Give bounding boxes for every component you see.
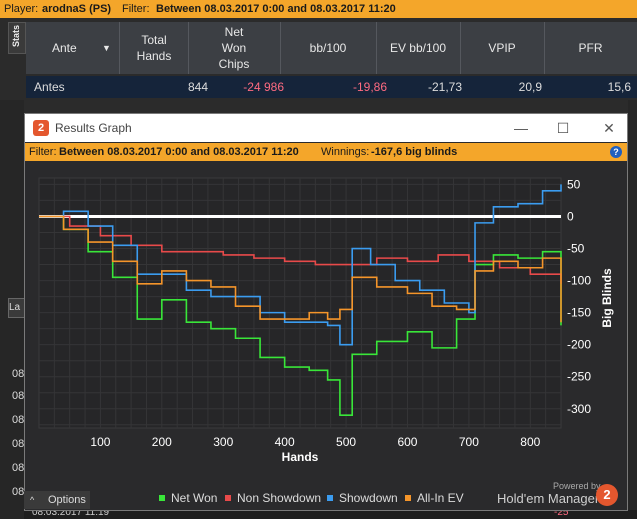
row-vpip: 20,9: [518, 80, 542, 94]
filter-label: Filter:: [29, 146, 57, 158]
options-button[interactable]: ^ Options: [24, 491, 90, 509]
player-filter-bar: Player: arodnaS (PS) Filter: Between 08.…: [0, 0, 637, 18]
row-pfr: 15,6: [607, 80, 631, 94]
row-bb100: -19,86: [352, 80, 387, 94]
x-tick-label: 300: [213, 435, 233, 449]
x-tick-label: 600: [397, 435, 417, 449]
row-net-won: -24 986: [243, 80, 284, 94]
graph-filter-bar: Filter: Between 08.03.2017 0:00 and 08.0…: [25, 143, 627, 161]
filter-value: Between 08.03.2017 0:00 and 08.03.2017 1…: [59, 146, 299, 158]
col-vpip[interactable]: VPIP: [460, 22, 545, 74]
series-line-non-showdown: [39, 215, 562, 284]
legend-net-won[interactable]: Net Won: [159, 491, 217, 505]
bottom-value: -25: [554, 507, 569, 518]
row-name: Antes: [34, 80, 65, 94]
powered-by-text: Powered by: [553, 481, 601, 491]
title-bar[interactable]: 2 Results Graph — ☐ ✕: [25, 114, 627, 142]
stats-grid-header: Ante ▼ Total Hands Net Won Chips bb/100 …: [26, 22, 637, 74]
col-ante-label: Ante: [52, 41, 77, 55]
help-icon[interactable]: ?: [610, 146, 622, 158]
y-tick-label: -50: [567, 242, 585, 256]
window-title: Results Graph: [55, 121, 132, 135]
col-bb100[interactable]: bb/100: [280, 22, 377, 74]
x-axis-label: Hands: [282, 450, 319, 464]
stats-tab[interactable]: Stats: [8, 22, 26, 54]
filter-label: Filter:: [122, 3, 150, 15]
legend-swatch: [159, 495, 165, 501]
series-line-all-in-ev: [39, 215, 562, 323]
x-tick-label: 200: [152, 435, 172, 449]
x-tick-label: 500: [336, 435, 356, 449]
col-ante[interactable]: Ante ▼: [26, 22, 120, 74]
winnings-label: Winnings:: [321, 146, 370, 158]
legend-swatch: [327, 495, 333, 501]
hm-brand-logo-icon: 2: [596, 484, 618, 506]
date-cell: 08: [12, 414, 25, 426]
col-ev-bb100[interactable]: EV bb/100: [376, 22, 461, 74]
y-tick-label: 50: [567, 177, 581, 191]
brand-name: Hold'em Manager: [497, 491, 600, 506]
winnings-value: -167,6 big blinds: [371, 146, 458, 158]
row-hands: 844: [187, 80, 208, 94]
legend-non-showdown[interactable]: Non Showdown: [225, 491, 321, 505]
y-tick-label: -300: [567, 402, 591, 416]
bottom-row: 08.03.2017 11:19 -25: [24, 507, 637, 519]
maximize-icon[interactable]: ☐: [556, 120, 570, 136]
y-tick-label: -200: [567, 338, 591, 352]
col-total-hands[interactable]: Total Hands: [120, 22, 189, 74]
x-tick-label: 100: [90, 435, 110, 449]
x-tick-label: 700: [459, 435, 479, 449]
date-cell: 08: [12, 368, 25, 380]
minimize-icon[interactable]: —: [514, 120, 528, 136]
date-cell: 08: [12, 390, 25, 402]
y-tick-label: -100: [567, 274, 591, 288]
date-cell: 08: [12, 438, 25, 450]
y-tick-label: -150: [567, 306, 591, 320]
x-tick-label: 400: [275, 435, 295, 449]
row-ev-bb100: -21,73: [427, 80, 462, 94]
player-label: Player:: [4, 3, 39, 15]
table-row[interactable]: Antes 844 -24 986 -19,86 -21,73 20,9 15,…: [26, 76, 637, 98]
series-line-net-won: [39, 215, 562, 416]
hm-logo-icon: 2: [33, 120, 49, 136]
y-tick-label: 0: [567, 209, 574, 223]
x-tick-label: 800: [520, 435, 540, 449]
legend-swatch: [225, 495, 231, 501]
right-edge: [628, 100, 637, 519]
legend-all-in-ev[interactable]: All-In EV: [405, 491, 464, 505]
results-chart: 100 200 300 400 500 600 700 800 500-50-100-150-…: [38, 177, 614, 464]
legend-swatch: [405, 495, 411, 501]
date-cell: 08: [12, 486, 25, 498]
y-axis-label: Big Blinds: [600, 268, 614, 328]
col-pfr[interactable]: PFR: [578, 41, 603, 55]
chevron-down-icon[interactable]: ▼: [102, 43, 111, 53]
bottom-date: 08.03.2017 11:19: [32, 507, 110, 518]
close-icon[interactable]: ✕: [603, 120, 615, 136]
y-tick-label: -250: [567, 370, 591, 384]
legend-showdown[interactable]: Showdown: [327, 491, 398, 505]
la-tab[interactable]: La: [8, 298, 26, 318]
filter-value: Between 08.03.2017 0:00 and 08.03.2017 1…: [156, 3, 396, 15]
date-cell: 08: [12, 462, 25, 474]
col-net-won-chips[interactable]: Net Won Chips: [188, 22, 281, 74]
results-graph-window: 2 Results Graph — ☐ ✕ Filter: Between 08…: [24, 113, 628, 511]
chevron-up-icon: ^: [30, 495, 35, 505]
player-name: arodnaS (PS): [42, 3, 112, 15]
series-line-showdown: [39, 184, 562, 346]
